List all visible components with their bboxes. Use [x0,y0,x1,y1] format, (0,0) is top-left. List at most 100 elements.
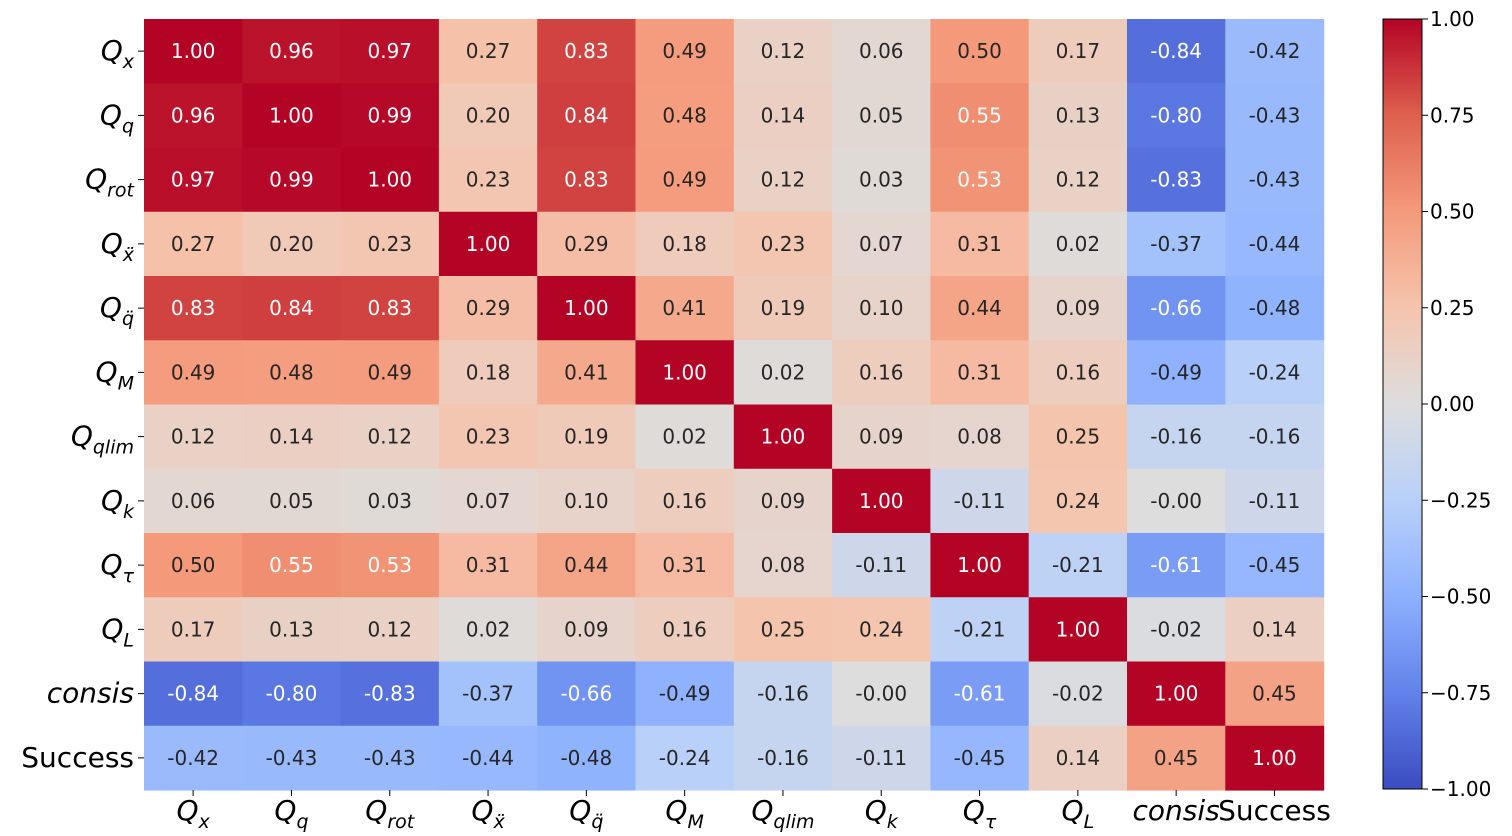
cell-value-label: -0.49 [659,682,711,706]
heatmap-cell [832,340,931,406]
cell-value-label: -0.16 [757,746,809,770]
heatmap-cells: 1.00 0.96 0.97 0.27 0.83 0.49 0.12 0.06 0.50 0.17… [144,19,1325,791]
heatmap-cell [733,597,833,663]
heatmap-cell [242,404,342,470]
colorbar-tick-label: 0.00 [1430,392,1475,416]
heatmap-cell [930,468,1030,534]
heatmap-cell [1127,725,1226,791]
colorbar-tick-label: 1.00 [1430,7,1475,31]
cell-value-label: -0.21 [1052,553,1104,577]
heatmap-cell [537,533,637,598]
heatmap-cell [144,725,243,791]
x-axis-label: Qq [274,794,308,833]
cell-value-label: 0.17 [171,617,216,641]
cell-value-label: -0.45 [1249,553,1301,577]
heatmap-cell [340,340,440,406]
y-axis-label: Qk [101,484,135,523]
heatmap-cell [733,661,833,727]
cell-value-label: 0.13 [1056,103,1101,127]
y-axis-label: consis [47,677,134,710]
heatmap-cell [438,83,538,149]
heatmap-cell [832,404,931,470]
cell-value-label: 0.02 [1056,232,1101,256]
cell-value-label: 0.18 [662,232,707,256]
cell-value-label: 0.16 [662,489,707,513]
y-axis-label: Qx [101,34,135,73]
heatmap-cell [144,211,243,277]
heatmap-cell [930,211,1030,277]
heatmap-cell [340,83,440,149]
heatmap-cell [1225,147,1325,213]
cell-value-label: 0.25 [761,617,806,641]
heatmap-cell [438,211,538,277]
cell-value-label: -0.11 [1249,489,1301,513]
heatmap-cell [1127,597,1226,663]
cell-value-label: 0.49 [662,39,707,63]
cell-value-label: 0.99 [269,168,314,192]
heatmap-cell [635,340,735,406]
cell-value-label: -0.00 [1150,489,1202,513]
heatmap-cell [832,211,931,277]
cell-value-label: 0.96 [269,39,314,63]
cell-value-label: 0.09 [761,489,806,513]
heatmap-cell [438,661,538,727]
cell-value-label: -0.48 [1249,296,1301,320]
cell-value-label: 0.02 [662,425,707,449]
heatmap-cell [733,725,833,791]
heatmap-cell [144,661,243,727]
cell-value-label: 0.05 [859,103,904,127]
cell-value-label: 0.31 [957,232,1002,256]
cell-value-label: 0.83 [564,168,609,192]
cell-value-label: 0.83 [564,39,609,63]
cell-value-label: 0.99 [367,103,412,127]
cell-value-label: 0.08 [761,553,806,577]
y-axis-label: Success [21,741,134,774]
cell-value-label: 0.96 [171,103,216,127]
cell-value-label: 0.12 [367,617,412,641]
heatmap-cell [1127,147,1226,213]
cell-value-label: 1.00 [466,232,511,256]
heatmap-cell [537,340,637,406]
heatmap-cell [635,725,735,791]
cell-value-label: 0.29 [466,296,511,320]
cell-value-label: 0.14 [761,103,806,127]
heatmap-cell [1028,340,1128,406]
x-axis-label: Success [1218,794,1331,827]
cell-value-label: 0.23 [367,232,412,256]
cell-value-label: -0.11 [855,553,907,577]
heatmap-cell [1225,276,1325,341]
cell-value-label: -0.61 [1150,553,1202,577]
heatmap-cell [537,661,637,727]
heatmap-cell [832,276,931,341]
cell-value-label: 0.49 [367,360,412,384]
cell-value-label: 0.06 [859,39,904,63]
heatmap-cell [1127,340,1226,406]
heatmap-cell [242,147,342,213]
heatmap-cell [242,276,342,341]
heatmap-cell [930,147,1030,213]
cell-value-label: 0.05 [269,489,314,513]
heatmap-cell [438,276,538,341]
cell-value-label: 0.23 [466,425,511,449]
heatmap-cell [1225,83,1325,149]
cell-value-label: 0.53 [367,553,412,577]
cell-value-label: 0.84 [269,296,314,320]
heatmap-cell [930,404,1030,470]
y-axis-label: Qqlim [71,420,134,459]
heatmap-cell [144,404,243,470]
heatmap-cell [733,533,833,598]
cell-value-label: 0.53 [957,168,1002,192]
cell-value-label: 0.12 [761,39,806,63]
heatmap-cell [340,661,440,727]
heatmap-cell [832,468,931,534]
cell-value-label: -0.66 [560,682,612,706]
cell-value-label: 0.09 [564,617,609,641]
cell-value-label: 0.12 [367,425,412,449]
cell-value-label: -0.24 [659,746,711,770]
cell-value-label: 0.13 [269,617,314,641]
cell-value-label: 1.00 [662,360,707,384]
cell-value-label: -0.44 [462,746,514,770]
heatmap-cell [1127,276,1226,341]
heatmap-cell [1225,340,1325,406]
heatmap-cell [930,597,1030,663]
